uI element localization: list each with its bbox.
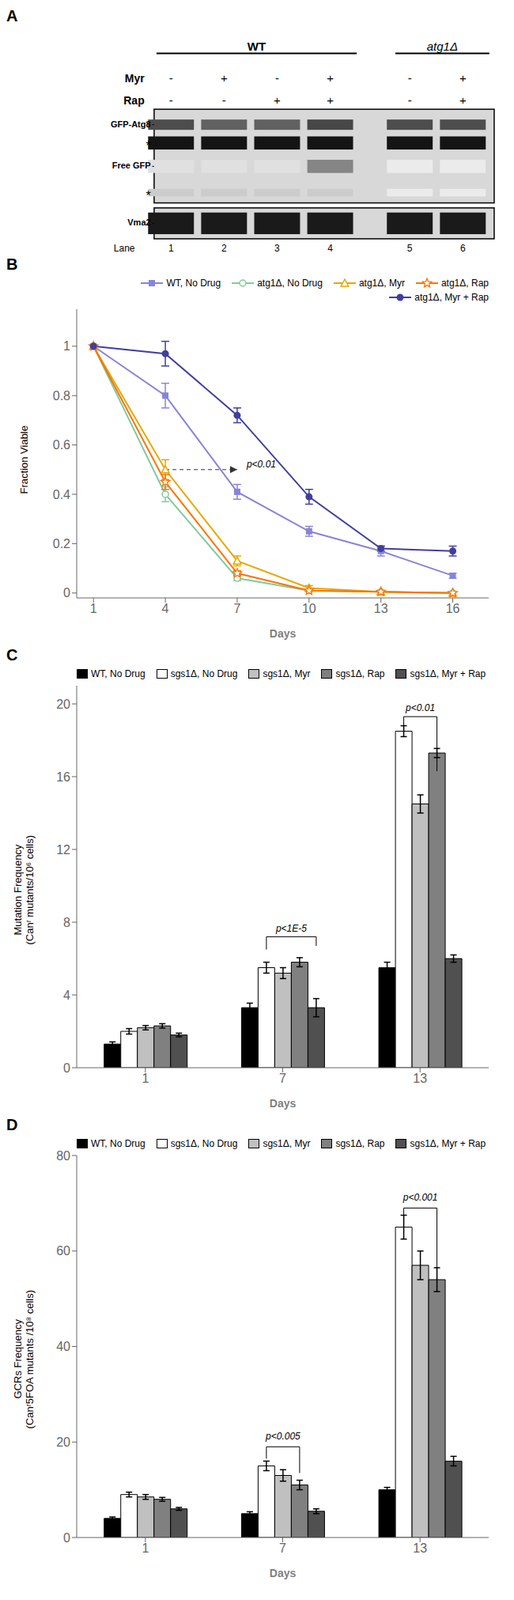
svg-text:1: 1 — [90, 601, 98, 616]
svg-text:0.6: 0.6 — [52, 438, 71, 452]
svg-text:p<0.005: p<0.005 — [264, 1430, 301, 1442]
svg-text:p<0.001: p<0.001 — [402, 1191, 439, 1203]
svg-text:0: 0 — [63, 585, 71, 600]
svg-text:Rap: Rap — [123, 94, 144, 107]
svg-text:-: - — [169, 93, 174, 107]
svg-text:4: 4 — [63, 988, 71, 1002]
svg-text:1: 1 — [141, 1541, 149, 1555]
html-text:sgs1Δ, Rap: sgs1Δ, Rap — [335, 1137, 385, 1149]
html-text:B: B — [6, 255, 18, 273]
svg-text:3: 3 — [274, 242, 280, 254]
svg-text:0.2: 0.2 — [52, 536, 71, 551]
html-text:sgs1Δ, No Drug: sgs1Δ, No Drug — [170, 668, 238, 680]
svg-text:-: - — [408, 93, 412, 107]
svg-text:16: 16 — [56, 770, 71, 784]
html-text:C: C — [6, 646, 18, 664]
svg-text:Free GFP: Free GFP — [112, 160, 152, 171]
svg-text:Days: Days — [269, 1096, 297, 1110]
svg-text:7: 7 — [279, 1071, 287, 1085]
svg-text:5: 5 — [407, 242, 413, 254]
svg-text:*: * — [145, 188, 151, 203]
html-text:atg1Δ, Myr + Rap: atg1Δ, Myr + Rap — [414, 291, 489, 303]
svg-text:20: 20 — [56, 1435, 71, 1449]
html-text:sgs1Δ, Myr: sgs1Δ, Myr — [262, 668, 311, 680]
svg-text:13: 13 — [412, 1071, 428, 1085]
svg-text:7: 7 — [279, 1541, 287, 1555]
html-text:atg1Δ, Myr: atg1Δ, Myr — [358, 277, 405, 289]
html-text:sgs1Δ, Myr: sgs1Δ, Myr — [262, 1137, 311, 1149]
svg-text:WT: WT — [247, 39, 266, 53]
svg-text:Lane: Lane — [113, 242, 136, 254]
html-text:D: D — [6, 1115, 18, 1134]
svg-text:atg1Δ: atg1Δ — [427, 39, 458, 53]
svg-text:2: 2 — [221, 242, 227, 254]
html-text:WT, No Drug: WT, No Drug — [166, 277, 221, 289]
html-text:atg1Δ, Rap: atg1Δ, Rap — [441, 277, 489, 289]
svg-text:8: 8 — [63, 915, 71, 930]
svg-text:40: 40 — [56, 1339, 71, 1354]
svg-text:4: 4 — [162, 601, 170, 616]
svg-text:*: * — [145, 139, 151, 153]
svg-text:13: 13 — [374, 601, 389, 616]
svg-text:6: 6 — [460, 242, 466, 254]
svg-text:4: 4 — [327, 242, 333, 254]
svg-text:60: 60 — [56, 1243, 71, 1258]
svg-text:16: 16 — [445, 601, 461, 616]
svg-text:+: + — [220, 71, 228, 85]
html-text:Mutation Frequency (Canʳ mutan: Mutation Frequency (Canʳ mutants/10⁶ cel… — [11, 834, 36, 945]
svg-text:p<0.01: p<0.01 — [245, 458, 276, 470]
svg-text:1: 1 — [141, 1071, 149, 1085]
html-text:Fraction Viable: Fraction Viable — [17, 425, 30, 494]
svg-text:-: - — [408, 71, 412, 85]
svg-text:Days: Days — [269, 627, 297, 640]
svg-text:13: 13 — [412, 1541, 428, 1555]
html-text:WT, No Drug: WT, No Drug — [90, 668, 146, 680]
html-text:sgs1Δ, Rap: sgs1Δ, Rap — [335, 668, 385, 680]
svg-text:GFP-Atg8: GFP-Atg8 — [110, 119, 152, 129]
svg-text:1: 1 — [63, 339, 71, 353]
svg-text:10: 10 — [302, 601, 317, 616]
svg-text:0.8: 0.8 — [52, 389, 71, 403]
html-text:sgs1Δ, No Drug: sgs1Δ, No Drug — [170, 1137, 238, 1149]
svg-text:12: 12 — [56, 842, 71, 857]
svg-text:+: + — [273, 93, 281, 107]
svg-text:20: 20 — [56, 697, 71, 711]
html-text:A: A — [6, 7, 18, 25]
html-text:sgs1Δ, Myr + Rap: sgs1Δ, Myr + Rap — [410, 668, 486, 680]
svg-text:-: - — [169, 71, 174, 85]
svg-text:0.4: 0.4 — [52, 487, 71, 502]
html-text:WT, No Drug: WT, No Drug — [90, 1137, 146, 1149]
svg-text:0: 0 — [63, 1530, 71, 1545]
svg-text:7: 7 — [233, 601, 241, 616]
html-text:atg1Δ, No Drug: atg1Δ, No Drug — [257, 277, 323, 289]
svg-text:-: - — [275, 71, 280, 85]
svg-text:Days: Days — [269, 1566, 297, 1580]
svg-text:+: + — [459, 93, 467, 107]
svg-text:p<1E-5: p<1E-5 — [275, 922, 307, 934]
html-text:sgs1Δ, Myr + Rap: sgs1Δ, Myr + Rap — [410, 1137, 486, 1149]
svg-text:+: + — [326, 71, 334, 85]
svg-text:1: 1 — [168, 242, 174, 254]
svg-text:p<0.01: p<0.01 — [404, 702, 435, 714]
svg-text:Myr: Myr — [124, 71, 145, 85]
svg-text:+: + — [459, 71, 467, 85]
svg-text:Vma2: Vma2 — [127, 217, 151, 227]
svg-text:+: + — [326, 93, 334, 107]
html-text:GCRs Frequency (Canʳ5FOA mutan: GCRs Frequency (Canʳ5FOA mutants /10⁸ ce… — [11, 1289, 36, 1429]
svg-text:0: 0 — [63, 1061, 71, 1075]
svg-text:80: 80 — [56, 1148, 71, 1163]
svg-text:-: - — [222, 93, 227, 107]
